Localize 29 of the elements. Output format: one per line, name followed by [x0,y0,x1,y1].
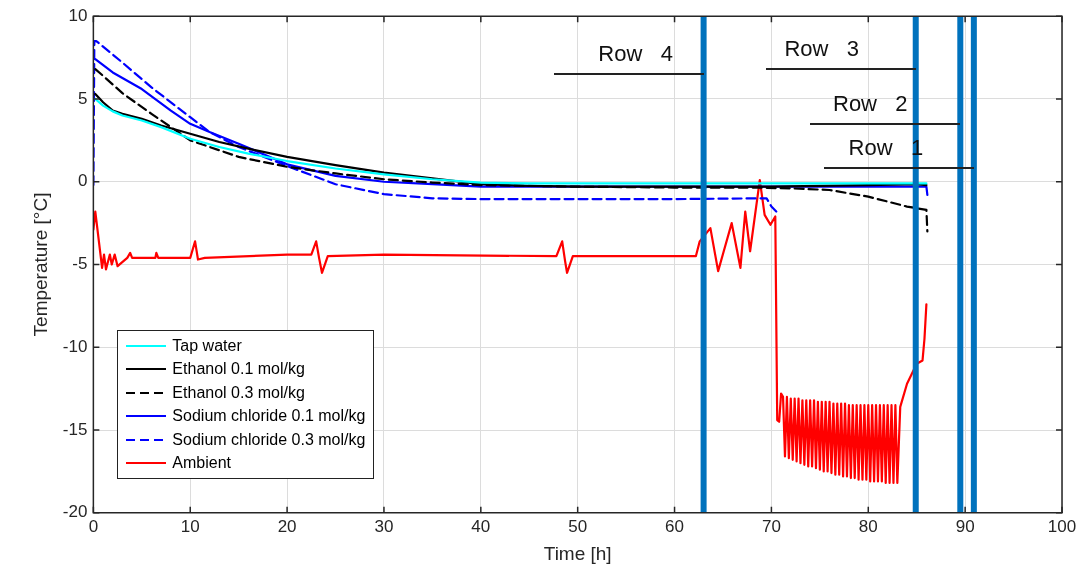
legend-label: Sodium chloride 0.1 mol/kg [172,406,366,427]
y-tick-label: -20 [62,502,88,522]
x-tick-label: 80 [858,516,878,536]
y-tick-label: -5 [72,254,88,274]
ref-line-label: Row 2 [833,91,908,117]
y-tick-label: 0 [77,171,88,191]
x-tick-label: 70 [761,516,781,536]
y-tick-label: -10 [62,336,88,356]
x-tick-label: 20 [277,516,297,536]
x-tick-label: 40 [471,516,491,536]
ref-line-label: Row 3 [784,36,860,62]
x-tick-label: 50 [568,516,588,536]
x-tick-label: 30 [374,516,394,536]
x-tick-label: 100 [1047,516,1077,536]
legend-label: Ethanol 0.1 mol/kg [172,359,305,380]
x-tick-label: 10 [180,516,200,536]
legend-label: Tap water [172,335,242,356]
y-axis-title: Temperature [°C] [29,192,51,337]
x-axis-title: Time [h] [543,542,612,564]
line-series [94,68,929,233]
ref-line-label: Row 4 [598,41,673,67]
legend-label: Sodium chloride 0.3 mol/kg [172,429,366,450]
y-tick-label: 5 [77,88,88,108]
y-tick-label: -15 [62,419,88,439]
x-tick-label: 90 [955,516,975,536]
legend-label: Ambient [172,453,232,474]
x-tick-label: 60 [665,516,685,536]
legend-label: Ethanol 0.3 mol/kg [172,382,305,403]
y-tick-label: 10 [68,5,88,25]
